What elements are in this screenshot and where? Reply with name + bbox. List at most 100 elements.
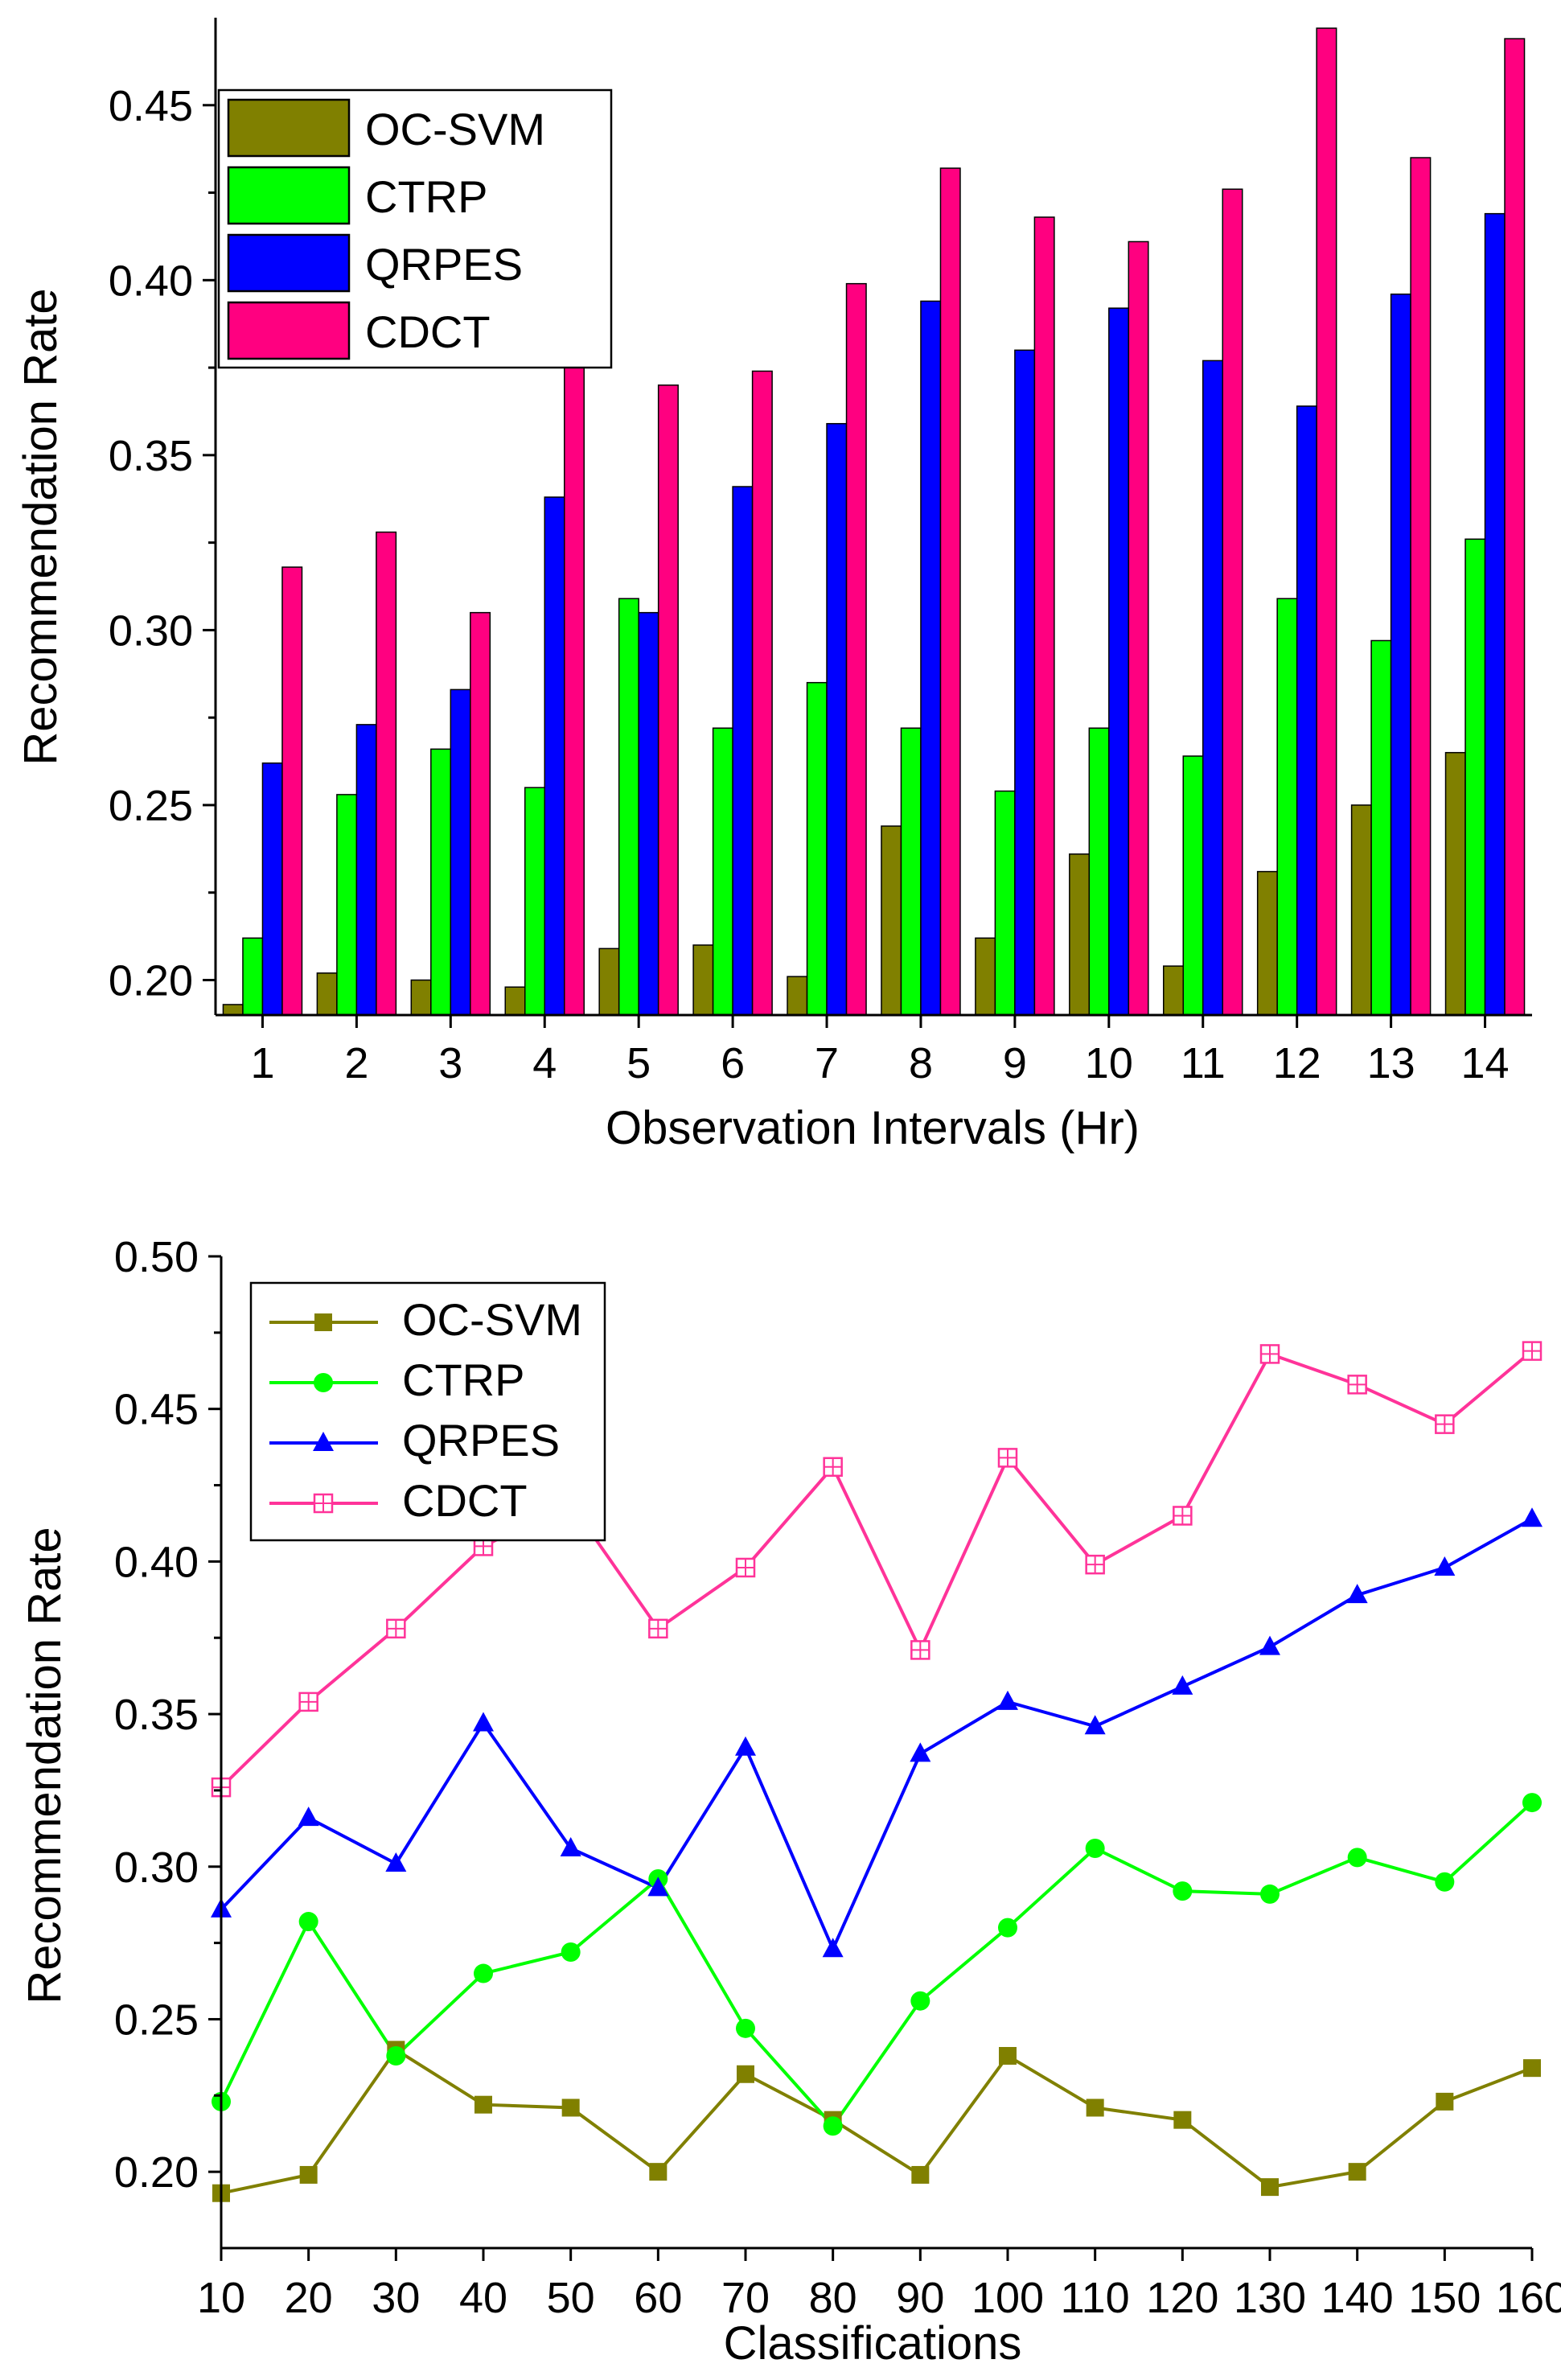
bar-chart-y-axis-title: Recommendation Rate <box>14 288 67 765</box>
x-tick-label: 9 <box>1003 1039 1027 1087</box>
bar-cdct-14 <box>1504 38 1526 1016</box>
line-chart-x-axis-title: Classifications <box>724 2317 1022 2370</box>
legend-marker-cdct <box>313 1493 334 1514</box>
bar-qrpes-5 <box>638 611 659 1016</box>
bar-chart-axes <box>214 18 1532 1017</box>
bar-cdct-5 <box>657 384 679 1016</box>
bar-ctrp-10 <box>1088 727 1110 1016</box>
bar-ocsvm-6 <box>692 944 714 1016</box>
bar-cdct-4 <box>564 342 585 1016</box>
point-qrpes-130 <box>1259 1635 1280 1655</box>
point-ocsvm-20 <box>299 2165 318 2184</box>
x-tick-label: 14 <box>1460 1039 1509 1087</box>
bar-cdct-2 <box>376 531 397 1016</box>
bar-qrpes-14 <box>1484 212 1506 1016</box>
y-tick-label: 0.20 <box>109 956 193 1005</box>
x-tick-label: 160 <box>1496 2274 1561 2322</box>
point-cdct-80 <box>823 1457 843 1478</box>
bar-qrpes-12 <box>1296 405 1317 1016</box>
legend-label-ctrp: CTRP <box>365 171 487 222</box>
bar-cdct-11 <box>1222 188 1243 1016</box>
point-ocsvm-70 <box>737 2065 754 2083</box>
x-tick-label: 110 <box>1061 2274 1130 2322</box>
bar-qrpes-8 <box>920 300 942 1016</box>
x-tick-label: 7 <box>815 1039 839 1087</box>
y-tick-label: 0.40 <box>109 257 193 305</box>
point-qrpes-110 <box>1084 1715 1106 1735</box>
point-qrpes-150 <box>1434 1556 1456 1576</box>
point-cdct-140 <box>1347 1375 1367 1395</box>
point-ocsvm-40 <box>474 2095 492 2114</box>
x-tick-label: 1 <box>250 1039 274 1087</box>
point-ctrp-80 <box>823 2116 843 2136</box>
point-ctrp-30 <box>386 2045 406 2066</box>
point-ocsvm-60 <box>649 2163 668 2181</box>
point-cdct-30 <box>386 1618 406 1639</box>
bar-qrpes-6 <box>732 486 754 1016</box>
bar-ocsvm-12 <box>1256 870 1278 1016</box>
line-chart-axes <box>220 1256 1532 2250</box>
legend-swatch-ctrp <box>227 166 351 225</box>
legend-label-qrpes: QRPES <box>402 1415 560 1465</box>
bar-cdct-6 <box>751 370 773 1016</box>
bar-ctrp-3 <box>430 748 452 1016</box>
x-tick-label: 2 <box>344 1039 368 1087</box>
point-qrpes-60 <box>647 1876 669 1897</box>
bar-ctrp-4 <box>524 787 545 1016</box>
point-ocsvm-90 <box>911 2165 930 2184</box>
bar-qrpes-3 <box>450 689 471 1016</box>
y-tick-label: 0.30 <box>114 1844 199 1892</box>
legend-label-ocsvm: OC-SVM <box>402 1294 582 1345</box>
bar-ctrp-9 <box>994 790 1016 1016</box>
legend-swatch-cdct <box>227 301 351 360</box>
point-ctrp-20 <box>298 1912 318 1932</box>
point-ocsvm-50 <box>561 2098 580 2117</box>
legend-label-ocsvm: OC-SVM <box>365 104 545 154</box>
y-tick-label: 0.30 <box>109 606 193 655</box>
bar-qrpes-13 <box>1390 293 1411 1016</box>
point-qrpes-70 <box>735 1736 756 1756</box>
point-ctrp-40 <box>474 1963 493 1983</box>
bar-ocsvm-13 <box>1350 804 1372 1016</box>
x-tick-label: 12 <box>1273 1039 1321 1087</box>
bar-ocsvm-10 <box>1069 853 1091 1016</box>
bar-cdct-9 <box>1033 216 1055 1016</box>
x-tick-label: 60 <box>634 2274 682 2322</box>
y-tick-label: 0.45 <box>109 82 193 130</box>
point-ctrp-160 <box>1522 1793 1542 1813</box>
bar-ocsvm-9 <box>975 937 996 1016</box>
point-ctrp-130 <box>1260 1884 1280 1904</box>
x-tick-label: 20 <box>285 2274 333 2322</box>
bar-qrpes-2 <box>355 724 377 1016</box>
x-tick-label: 50 <box>547 2274 595 2322</box>
line-chart-classifications: 10 20 30 40 50 60 70 80 90 100 110 120 130 140 150 160 0… <box>18 1233 1561 2370</box>
bar-cdct-8 <box>939 167 961 1016</box>
legend-marker-ctrp <box>314 1373 333 1392</box>
point-ctrp-100 <box>998 1918 1017 1938</box>
point-cdct-150 <box>1435 1414 1455 1434</box>
bar-ocsvm-8 <box>881 825 902 1016</box>
x-tick-label: 3 <box>438 1039 462 1087</box>
point-ocsvm-150 <box>1436 2092 1454 2111</box>
bar-chart-x-axis-title: Observation Intervals (Hr) <box>606 1102 1140 1154</box>
bar-cdct-7 <box>845 282 867 1016</box>
x-tick-label: 4 <box>532 1039 557 1087</box>
x-tick-label: 10 <box>1085 1039 1133 1087</box>
bar-ocsvm-2 <box>316 972 338 1016</box>
point-ocsvm-120 <box>1173 2111 1192 2129</box>
x-tick-label: 6 <box>721 1039 745 1087</box>
point-ocsvm-140 <box>1348 2163 1366 2181</box>
x-tick-label: 30 <box>372 2274 420 2322</box>
bar-ctrp-7 <box>806 681 828 1016</box>
legend-label-qrpes: QRPES <box>365 239 523 290</box>
x-tick-label: 40 <box>459 2274 507 2322</box>
y-tick-label: 0.35 <box>114 1691 199 1739</box>
bar-chart-observation-intervals: 1 2 3 4 5 6 7 8 9 10 11 12 13 140.200.250.300.350.400… <box>14 18 1532 1154</box>
x-tick-label: 70 <box>721 2274 770 2322</box>
bar-ocsvm-3 <box>410 979 432 1016</box>
point-qrpes-160 <box>1522 1507 1543 1527</box>
point-ctrp-50 <box>561 1942 581 1962</box>
bar-chart-legend: OC-SVM CTRP QRPES CDCT <box>217 88 613 369</box>
legend-swatch-ocsvm <box>227 98 351 158</box>
point-ctrp-150 <box>1435 1872 1455 1892</box>
